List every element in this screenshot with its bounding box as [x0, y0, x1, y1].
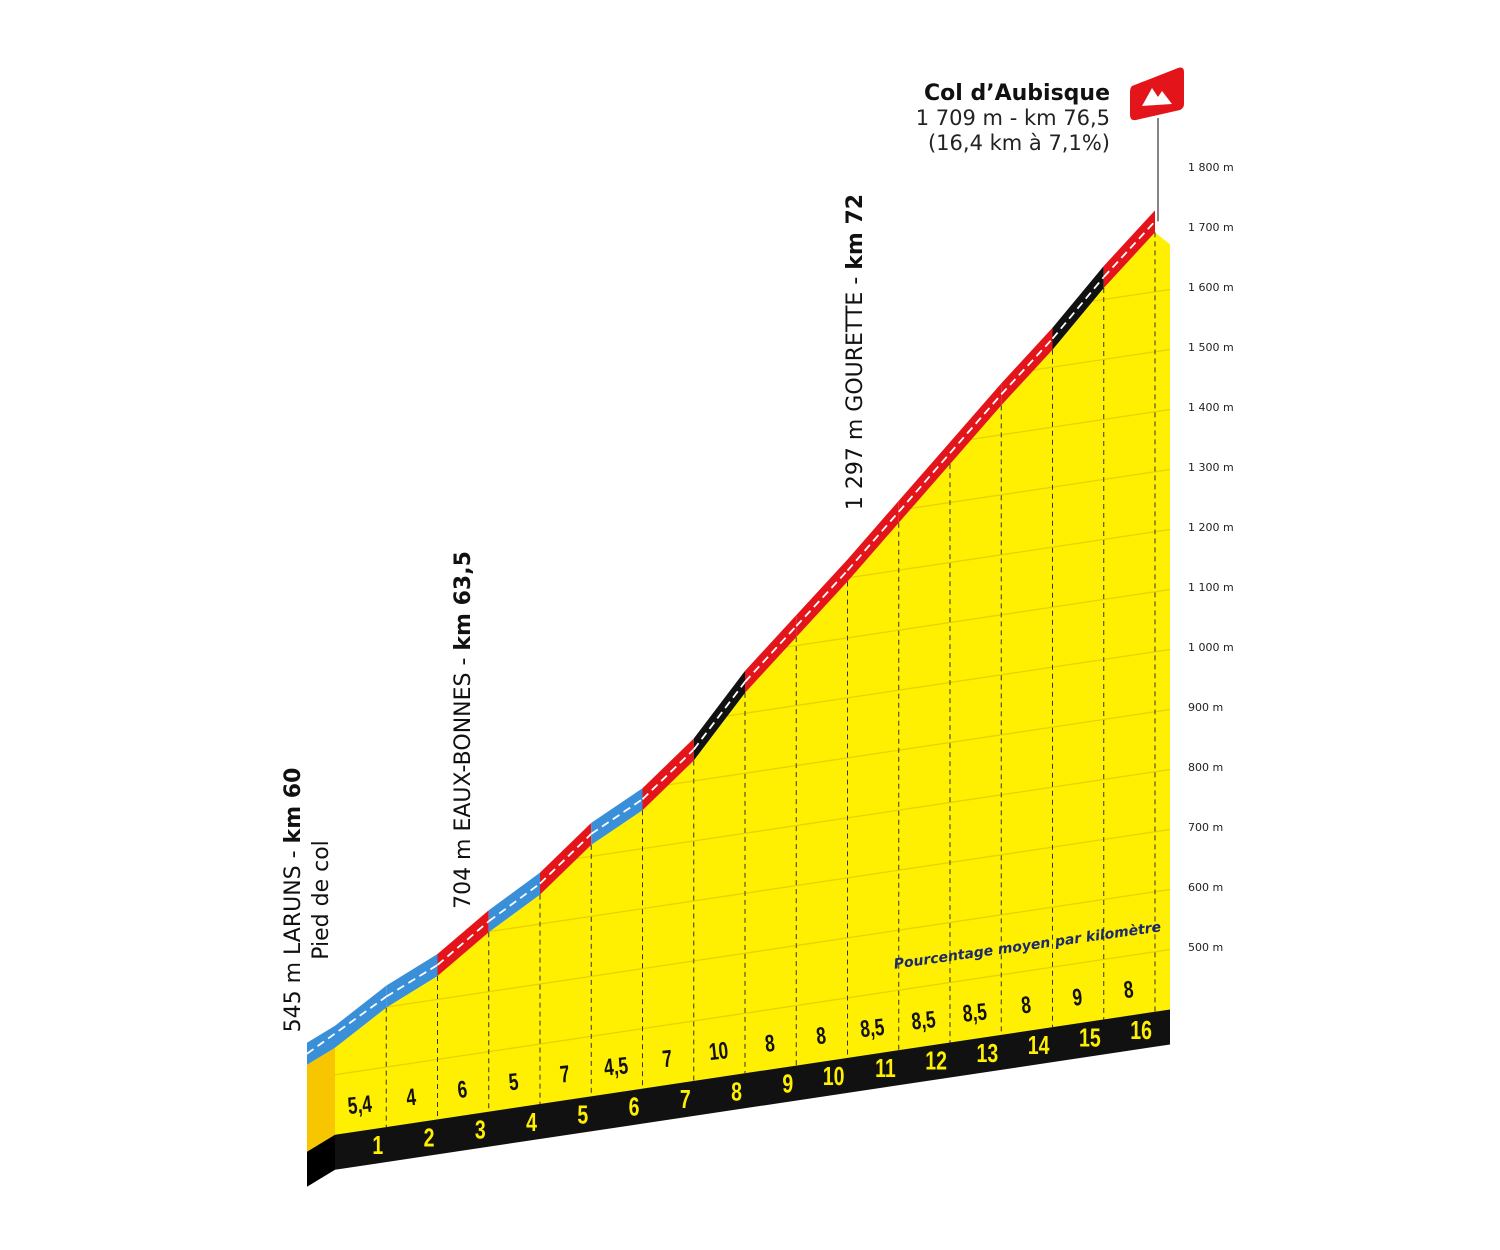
road-centerline — [539, 833, 592, 885]
place-annotation: 704 m EAUX-BONNES - km 63,5 — [451, 551, 476, 909]
chart-title: Col d’Aubisque — [924, 81, 1110, 106]
km-label: 6 — [629, 1092, 640, 1121]
y-tick-label: 1 800 m — [1188, 161, 1234, 174]
y-tick-label: 700 m — [1188, 821, 1223, 834]
gradient-label: 4 — [405, 1084, 418, 1111]
gradient-label: 8,5 — [962, 999, 989, 1028]
road-segment — [642, 738, 694, 811]
road-centerline — [590, 798, 644, 835]
gradient-label: 6 — [456, 1076, 468, 1103]
place-annotation: 1 297 m GOURETTE - km 72 — [843, 194, 868, 510]
road-segment — [847, 500, 899, 582]
road-segment — [898, 442, 950, 523]
place-km: km 60 — [281, 768, 306, 844]
road-centerline — [306, 995, 387, 1055]
y-tick-label: 600 m — [1188, 881, 1223, 894]
y-tick-label: 1 700 m — [1188, 221, 1234, 234]
y-tick-label: 1 600 m — [1188, 281, 1234, 294]
place-name: 1 297 m GOURETTE - — [843, 277, 868, 510]
gradient-label: 8,5 — [859, 1014, 886, 1043]
km-label: 14 — [1028, 1030, 1050, 1059]
km-label: 12 — [925, 1046, 947, 1075]
km-label: 8 — [731, 1076, 742, 1105]
gradient-label: 10 — [708, 1038, 730, 1066]
base-strip-face — [307, 1134, 335, 1187]
road-segment — [950, 383, 1002, 465]
km-label: 9 — [782, 1069, 793, 1098]
road-segment — [307, 985, 387, 1065]
y-tick-label: 500 m — [1188, 941, 1223, 954]
road-centerline — [436, 920, 490, 966]
km-label: 2 — [424, 1123, 435, 1152]
gradient-label: 5 — [507, 1069, 520, 1096]
place-note: Pied de col — [309, 840, 334, 960]
front-face — [307, 1047, 335, 1152]
road-centerline — [385, 964, 438, 998]
y-tick-label: 1 100 m — [1188, 581, 1234, 594]
km-label: 16 — [1130, 1015, 1152, 1044]
summit-flag — [1130, 67, 1184, 121]
grid-line — [335, 232, 1170, 360]
gradient-label: 4,5 — [603, 1053, 630, 1082]
km-label: 15 — [1079, 1023, 1101, 1052]
place-name: 545 m LARUNS - — [281, 850, 306, 1032]
gradient-label: 7 — [559, 1061, 571, 1088]
place-annotation: 545 m LARUNS - km 60 — [281, 768, 306, 1033]
profile-fill — [335, 232, 1170, 1135]
road-segment — [1001, 327, 1053, 406]
gradient-label: 9 — [1071, 984, 1083, 1011]
chart-subtitle: 1 709 m - km 76,5 — [916, 106, 1110, 130]
road-centerline — [488, 882, 541, 923]
road-centerline — [693, 681, 746, 751]
km-label: 11 — [875, 1053, 896, 1082]
gradient-label: 5,4 — [347, 1091, 374, 1120]
chart-subtitle: (16,4 km à 7,1%) — [928, 131, 1110, 155]
km-label: 5 — [577, 1100, 588, 1129]
road-segment — [1103, 210, 1155, 289]
place-km: km 63,5 — [451, 551, 476, 651]
km-label: 1 — [372, 1130, 383, 1159]
y-tick-label: 900 m — [1188, 701, 1223, 714]
km-label: 13 — [977, 1038, 999, 1067]
km-label: 4 — [526, 1107, 537, 1136]
y-tick-label: 1 400 m — [1188, 401, 1234, 414]
gradient-label: 8,5 — [910, 1007, 937, 1036]
km-label: 10 — [823, 1061, 845, 1090]
flag-mountain — [1142, 88, 1172, 106]
road-segment — [540, 822, 592, 895]
place-km: km 72 — [843, 194, 868, 270]
grid-line — [335, 888, 1170, 1020]
gradient-label: 8 — [764, 1030, 776, 1057]
place-name: 704 m EAUX-BONNES - — [451, 658, 476, 909]
gradient-label: 8 — [1020, 992, 1032, 1019]
y-tick-label: 1 200 m — [1188, 521, 1234, 534]
y-tick-label: 800 m — [1188, 761, 1223, 774]
grid-line — [335, 948, 1170, 1080]
y-tick-label: 1 300 m — [1188, 461, 1234, 474]
km-label: 3 — [475, 1115, 486, 1144]
road-centerline — [1051, 276, 1105, 340]
profile-overlay: 500 m 600 m 700 m 800 m 900 m 1 000 m 1 100 m 1… — [306, 161, 1234, 1160]
y-tick-label: 1 500 m — [1188, 341, 1234, 354]
road-segment — [745, 615, 797, 693]
profile-body — [307, 232, 1170, 1187]
grid-line — [335, 232, 1170, 300]
base-strip — [335, 1009, 1170, 1170]
road-segment — [796, 559, 848, 638]
km-label: 7 — [680, 1084, 691, 1113]
gradient-label: 8 — [815, 1023, 827, 1050]
road-centerline — [641, 748, 695, 800]
gradient-label: 7 — [661, 1046, 673, 1073]
gradient-label: 8 — [1122, 977, 1134, 1004]
y-tick-label: 1 000 m — [1188, 641, 1234, 654]
